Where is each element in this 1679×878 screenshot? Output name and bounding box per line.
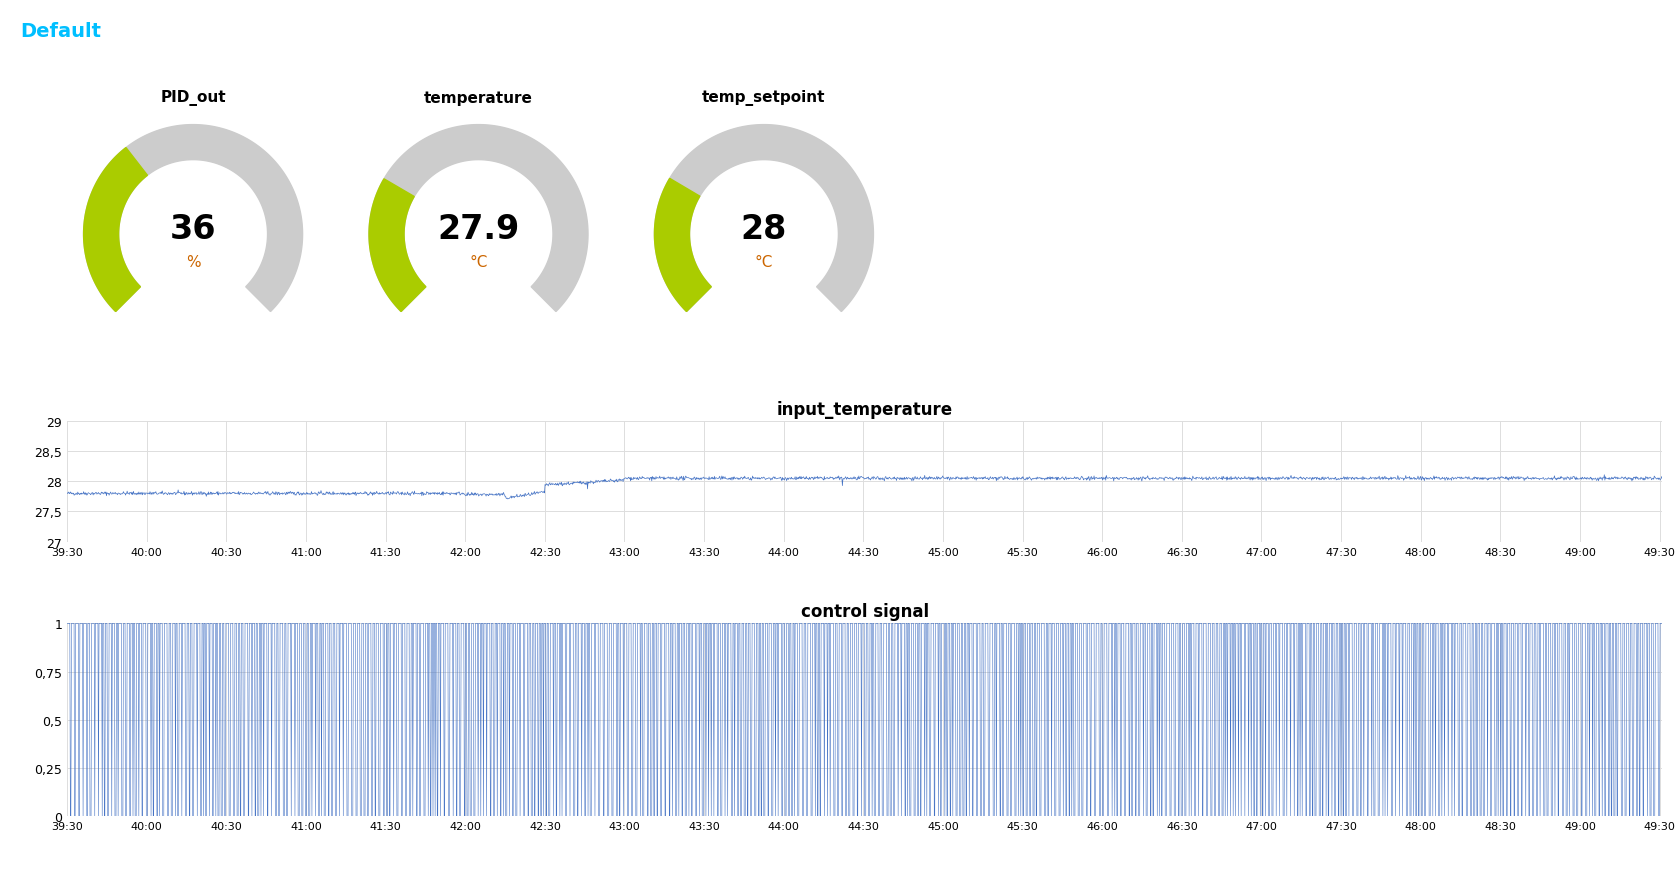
Polygon shape — [655, 179, 712, 313]
Text: °C: °C — [756, 255, 772, 270]
Polygon shape — [84, 148, 148, 313]
Text: 36: 36 — [170, 212, 217, 246]
Polygon shape — [369, 126, 588, 313]
Title: control signal: control signal — [801, 602, 928, 621]
Text: Default: Default — [20, 22, 101, 41]
Text: temp_setpoint: temp_setpoint — [702, 90, 826, 105]
Text: %: % — [186, 255, 200, 270]
Polygon shape — [655, 126, 873, 313]
Polygon shape — [369, 180, 426, 313]
Title: input_temperature: input_temperature — [777, 400, 952, 419]
Polygon shape — [84, 126, 302, 313]
Text: 28: 28 — [740, 212, 787, 246]
Text: 27.9: 27.9 — [438, 212, 519, 246]
Text: °C: °C — [470, 255, 487, 270]
Text: PID_out: PID_out — [160, 90, 227, 105]
Text: temperature: temperature — [425, 90, 532, 105]
